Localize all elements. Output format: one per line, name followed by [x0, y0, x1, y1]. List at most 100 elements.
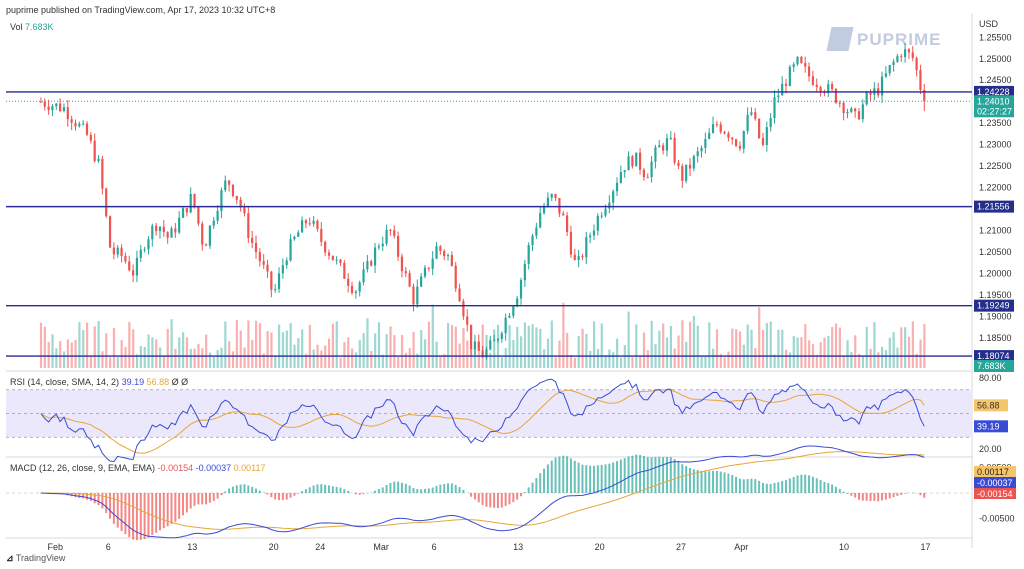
volume-bar — [228, 341, 231, 368]
candle-body — [539, 213, 542, 228]
macd-histogram-bar — [884, 493, 887, 500]
price-tick-label: 1.23000 — [979, 140, 1012, 150]
macd-histogram-bar — [750, 478, 753, 493]
volume-bar — [362, 333, 365, 368]
candle-body — [373, 247, 377, 266]
macd-badge — [974, 488, 1016, 499]
candle-body — [523, 263, 526, 281]
macd-histogram-bar — [854, 493, 857, 498]
candle-body — [592, 230, 596, 236]
candle-body — [527, 245, 530, 264]
last-price-badge — [974, 95, 1014, 118]
candle-body — [293, 236, 296, 240]
macd-histogram-bar — [923, 493, 926, 498]
candle-body — [892, 61, 895, 66]
volume-bar — [86, 322, 89, 368]
macd-histogram-bar — [569, 458, 572, 493]
volume-bar — [109, 357, 112, 368]
volume-bar — [865, 326, 868, 368]
time-tick-label: 13 — [513, 542, 523, 552]
candle-body — [224, 180, 227, 191]
macd-line-legend-value: -0.00037 — [195, 463, 232, 473]
macd-histogram-bar — [558, 456, 561, 493]
macd-histogram-bar — [577, 462, 580, 493]
candle-body — [435, 246, 438, 259]
candle-body — [581, 256, 584, 258]
volume-bar — [243, 347, 246, 368]
candle-body — [400, 256, 404, 272]
volume-bar — [673, 348, 676, 368]
volume-bar — [377, 322, 381, 368]
candle-body — [239, 199, 242, 208]
macd-badge-label: -0.00154 — [977, 489, 1013, 499]
candle-body — [493, 340, 496, 342]
candle-body — [446, 255, 450, 257]
candle-body — [370, 261, 373, 266]
volume-bar — [493, 329, 496, 368]
macd-histogram-bar — [324, 484, 327, 493]
macd-histogram-bar — [270, 493, 273, 498]
rsi-badge-label: 39.19 — [977, 421, 1000, 431]
candle-body — [174, 228, 177, 233]
candle-body — [784, 83, 788, 86]
candle-body — [427, 267, 430, 269]
volume-bar — [331, 323, 335, 368]
macd-histogram-bar — [500, 493, 503, 508]
price-tick-label: 1.18500 — [979, 333, 1012, 343]
level-badge-label: 1.19249 — [977, 301, 1010, 311]
candle-body — [289, 239, 292, 261]
macd-histogram-bar — [97, 493, 100, 506]
volume-bar — [608, 349, 611, 368]
candle-body — [773, 97, 776, 119]
volume-bar — [105, 333, 108, 368]
macd-histogram-bar — [120, 493, 123, 532]
last-price-label: 1.24010 — [977, 96, 1010, 106]
candle-body — [777, 95, 780, 98]
macd-histogram-bar — [443, 483, 446, 493]
macd-histogram-bar — [792, 477, 795, 493]
candle-body — [685, 164, 688, 181]
macd-histogram-bar — [562, 455, 565, 493]
candle-body — [397, 235, 400, 257]
volume-bar — [823, 337, 826, 368]
volume-bar — [78, 322, 81, 368]
time-tick-label: 13 — [187, 542, 197, 552]
volume-bar — [827, 335, 830, 368]
candle-body — [738, 146, 742, 149]
macd-histogram-bar — [508, 493, 511, 505]
volume-bar — [312, 349, 315, 368]
macd-badge-label: 0.00117 — [977, 467, 1009, 477]
macd-histogram-bar — [865, 493, 868, 501]
candle-body — [923, 90, 926, 102]
candle-body — [362, 269, 365, 283]
macd-histogram-bar — [112, 493, 115, 524]
volume-bar — [231, 351, 235, 368]
macd-histogram-bar — [205, 493, 208, 505]
candle-body — [270, 271, 273, 290]
candle-body — [381, 243, 384, 247]
candle-body — [842, 102, 845, 114]
macd-histogram-bar — [251, 486, 254, 493]
macd-histogram-bar — [208, 493, 211, 503]
volume-bar — [650, 320, 653, 368]
candle-body — [423, 267, 427, 277]
rsi-ma-badge-label: 56.88 — [977, 400, 1000, 410]
macd-histogram-bar — [673, 458, 676, 493]
macd-histogram-bar — [723, 472, 726, 493]
candle-body — [723, 131, 726, 134]
macd-histogram-bar — [616, 461, 619, 493]
volume-bar — [301, 329, 304, 368]
volume-bar — [815, 354, 818, 368]
volume-bar — [132, 329, 135, 368]
macd-histogram-bar — [358, 493, 361, 495]
volume-bar — [773, 354, 776, 368]
volume-bar — [473, 349, 477, 368]
volume-bar — [216, 349, 219, 368]
macd-histogram-bar — [228, 488, 231, 493]
volume-bar — [619, 357, 623, 368]
macd-histogram-bar — [147, 493, 150, 538]
volume-bar — [351, 348, 354, 368]
macd-histogram-bar — [489, 493, 492, 508]
macd-histogram-bar — [842, 491, 845, 493]
